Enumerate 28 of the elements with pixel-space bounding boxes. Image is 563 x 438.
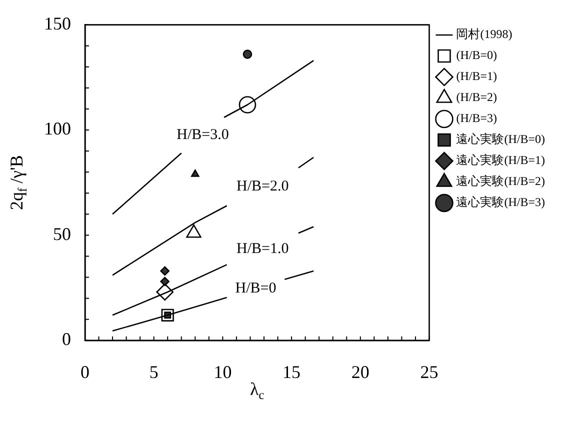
x-tick-label: 10 <box>214 362 232 382</box>
legend-label: 遠心実験(H/B=0) <box>456 132 546 146</box>
legend-label: (H/B=2) <box>456 90 498 104</box>
annotation: H/B=0 <box>235 280 276 296</box>
point <box>160 266 170 276</box>
legend-label: 岡村(1998) <box>456 27 512 42</box>
x-tick-label: 5 <box>149 362 158 382</box>
y-tick-label: 100 <box>44 118 71 139</box>
legend-label: 遠心実験(H/B=2) <box>456 174 546 188</box>
annotation: H/B=3.0 <box>176 127 229 144</box>
x-tick-label: 20 <box>351 362 370 382</box>
point <box>191 170 200 177</box>
annotation: H/B=1.0 <box>236 240 289 257</box>
legend-label: 遠心実験(H/B=3) <box>456 195 546 210</box>
x-tick-label: 25 <box>420 362 438 382</box>
y-tick-label: 0 <box>62 329 71 350</box>
x-tick-label: 0 <box>80 362 90 382</box>
x-tick-label: 15 <box>282 362 301 382</box>
legend-label: 遠心実験(H/B=1) <box>456 153 546 168</box>
legend-label: (H/B=3) <box>456 111 498 126</box>
point <box>160 276 170 286</box>
y-axis-title: 2qf /γ'B <box>6 155 30 210</box>
legend-label: (H/B=0) <box>456 48 498 62</box>
annotation: H/B=2.0 <box>236 178 289 195</box>
legend-label: (H/B=1) <box>456 69 498 84</box>
point <box>242 50 252 59</box>
y-tick-label: 150 <box>44 14 71 34</box>
y-tick-label: 50 <box>53 224 71 244</box>
